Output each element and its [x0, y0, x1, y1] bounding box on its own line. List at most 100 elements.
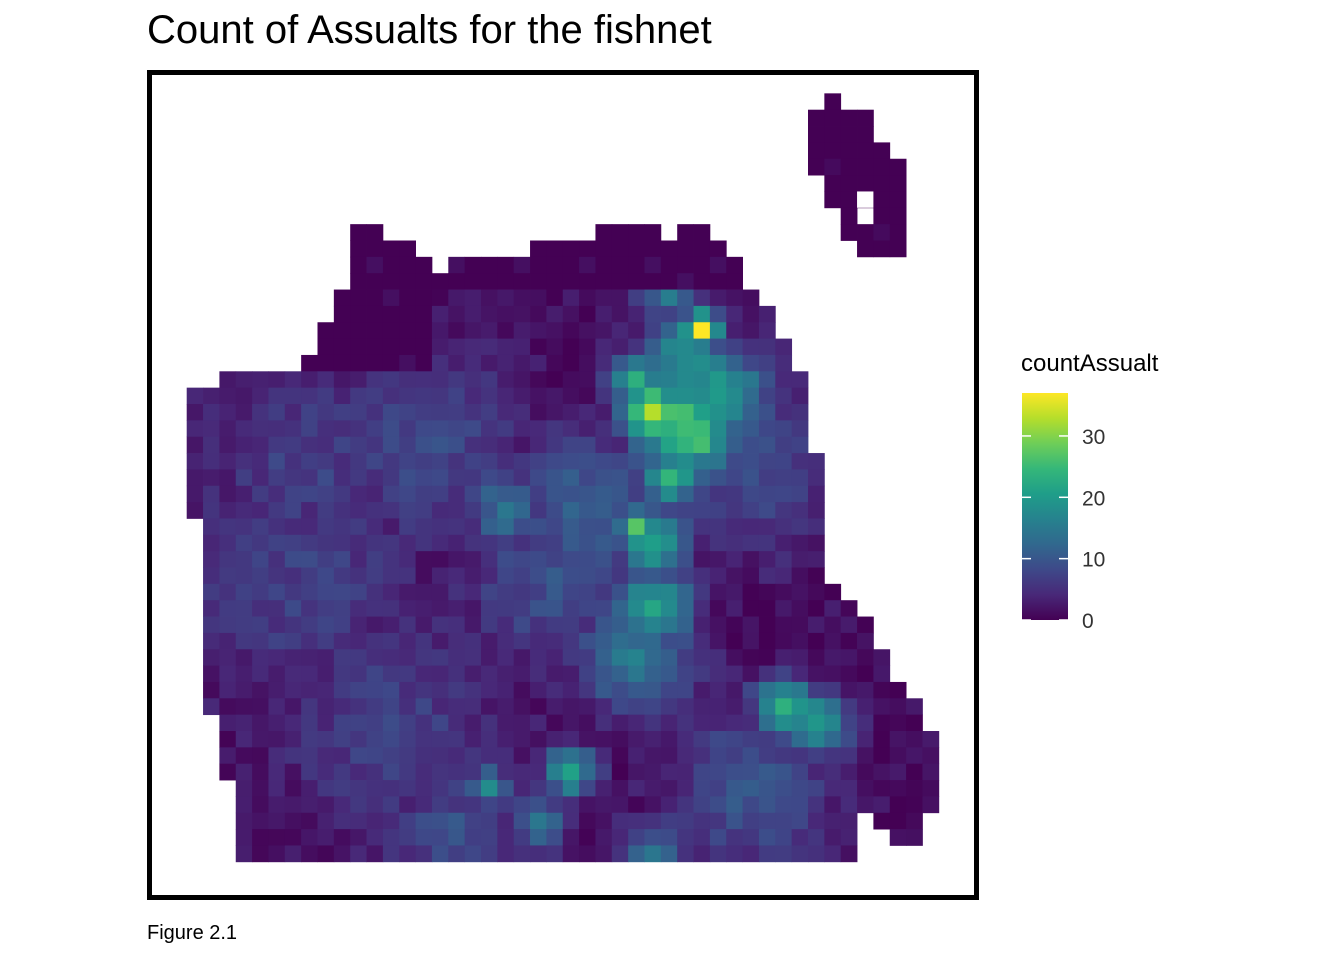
fishnet-cell	[579, 305, 596, 323]
fishnet-cell	[415, 681, 433, 699]
fishnet-cell	[693, 698, 711, 716]
fishnet-cell	[203, 387, 220, 405]
fishnet-cell	[546, 534, 564, 552]
fishnet-cell	[579, 273, 596, 290]
fishnet-cell	[284, 829, 302, 846]
fishnet-cell	[350, 224, 367, 241]
fishnet-cell	[677, 845, 694, 863]
fishnet-cell	[709, 780, 727, 797]
fishnet-cell	[791, 616, 809, 634]
fishnet-cell	[840, 665, 858, 683]
fishnet-cell	[399, 436, 416, 454]
fishnet-cell	[922, 731, 940, 748]
fishnet-cell	[268, 616, 286, 634]
fishnet-cell	[562, 338, 580, 356]
fishnet-cell	[530, 404, 547, 421]
fishnet-cell	[252, 387, 269, 405]
fishnet-cell	[366, 698, 384, 716]
fishnet-cell	[693, 845, 711, 863]
fishnet-cell	[677, 404, 694, 421]
fishnet-cell	[579, 681, 596, 699]
fishnet-cell	[840, 142, 858, 160]
fishnet-cell	[775, 796, 793, 814]
fishnet-cell	[268, 551, 286, 568]
fishnet-cell	[382, 453, 400, 470]
fishnet-cell	[481, 632, 498, 650]
fishnet-cell	[758, 583, 776, 601]
fishnet-cell	[366, 567, 384, 585]
fishnet-cell	[301, 453, 318, 470]
fishnet-cell	[235, 420, 253, 438]
fishnet-cell	[431, 698, 449, 716]
fishnet-cell	[203, 616, 220, 634]
fishnet-cell	[333, 387, 351, 405]
fishnet-cell	[252, 453, 269, 470]
fishnet-cell	[415, 632, 433, 650]
fishnet-cell	[235, 731, 253, 748]
fishnet-cell	[448, 453, 466, 470]
fishnet-cell	[644, 305, 662, 323]
fishnet-cell	[758, 632, 776, 650]
fishnet-cell	[382, 829, 400, 846]
fishnet-cell	[301, 681, 318, 699]
fishnet-cell	[415, 485, 433, 503]
fishnet-cell	[431, 420, 449, 438]
fishnet-cell	[726, 551, 743, 568]
fishnet-cell	[709, 714, 727, 732]
fishnet-cell	[301, 796, 318, 814]
fishnet-cell	[203, 436, 220, 454]
fishnet-cell	[252, 649, 269, 666]
fishnet-cell	[709, 404, 727, 421]
fishnet-cell	[448, 256, 466, 274]
fishnet-cell	[808, 665, 825, 683]
fishnet-cell	[431, 829, 449, 846]
fishnet-cell	[252, 714, 269, 732]
fishnet-cell	[235, 583, 253, 601]
fishnet-cell	[611, 600, 629, 617]
fishnet-cell	[317, 600, 335, 617]
fishnet-cell	[693, 322, 711, 339]
fishnet-cell	[448, 354, 466, 372]
fishnet-cell	[595, 256, 613, 274]
fishnet-cell	[693, 567, 711, 585]
fishnet-cell	[644, 469, 662, 487]
fishnet-cell	[758, 829, 776, 846]
fishnet-cell	[693, 354, 711, 372]
fishnet-cell	[758, 551, 776, 568]
fishnet-cell	[611, 420, 629, 438]
fishnet-cell	[252, 747, 269, 765]
fishnet-cell	[628, 747, 645, 765]
fishnet-cell	[873, 812, 891, 830]
fishnet-cell	[660, 322, 678, 339]
fishnet-cell	[791, 551, 809, 568]
fishnet-cell	[660, 453, 678, 470]
fishnet-cell	[709, 747, 727, 765]
fishnet-cell	[481, 322, 498, 339]
fishnet-cell	[284, 681, 302, 699]
fishnet-cell	[611, 747, 629, 765]
fishnet-cell	[562, 567, 580, 585]
fishnet-cell	[808, 142, 825, 160]
fishnet-cell	[497, 698, 515, 716]
fishnet-cell	[595, 583, 613, 601]
fishnet-cell	[317, 404, 335, 421]
fishnet-cell	[824, 747, 842, 765]
fishnet-cell	[481, 485, 498, 503]
fishnet-cell	[415, 354, 433, 372]
fishnet-cell	[497, 747, 515, 765]
fishnet-cell	[284, 420, 302, 438]
fishnet-cell	[317, 338, 335, 356]
fishnet-cell	[481, 534, 498, 552]
fishnet-cell	[906, 714, 923, 732]
fishnet-cell	[350, 665, 367, 683]
fishnet-cell	[448, 371, 466, 389]
fishnet-cell	[415, 404, 433, 421]
fishnet-cell	[677, 240, 694, 258]
fishnet-cell	[693, 534, 711, 552]
fishnet-cell	[464, 747, 482, 765]
fishnet-cell	[382, 763, 400, 781]
fishnet-cell	[268, 485, 286, 503]
fishnet-cell	[284, 387, 302, 405]
fishnet-cell	[660, 371, 678, 389]
fishnet-cell	[660, 600, 678, 617]
